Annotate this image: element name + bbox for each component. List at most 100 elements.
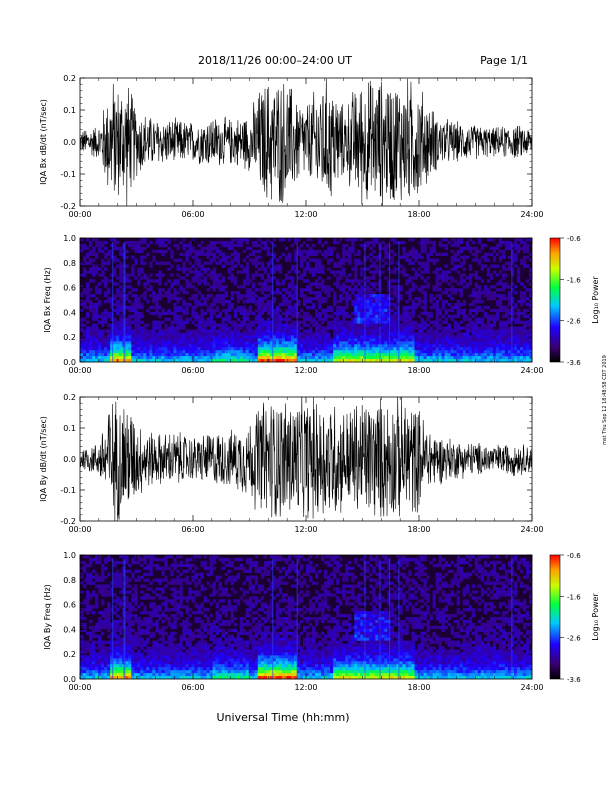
bx-spectrogram-cell xyxy=(456,238,460,242)
bx-spectrogram-cell xyxy=(525,347,530,351)
bx-spectrogram-cell xyxy=(86,353,90,357)
bx-spectrogram-cell xyxy=(381,302,385,307)
bx-spectrogram-cell xyxy=(399,317,403,321)
by-spectrogram-cell xyxy=(86,658,90,662)
bx-spectrogram-cell xyxy=(423,320,427,324)
bx-spectrogram-cell xyxy=(230,344,234,348)
by-spectrogram-cell xyxy=(86,646,90,650)
bx-spectrogram-cell xyxy=(339,261,343,265)
bx-spectrogram-cell xyxy=(312,305,316,310)
bx-spectrogram-cell xyxy=(432,297,436,301)
bx-spectrogram-cell xyxy=(278,323,283,327)
bx-spectrogram-cell xyxy=(471,323,476,327)
bx-spectrogram-cell xyxy=(263,335,268,339)
bx-spectrogram-cell xyxy=(315,249,319,254)
bx-spectrogram-cell xyxy=(480,335,485,339)
bx-spectrogram-cell xyxy=(528,338,533,342)
bx-spectrogram-cell xyxy=(381,341,385,345)
bx-spectrogram-cell xyxy=(146,347,150,351)
by-spectrogram-cell xyxy=(98,557,102,562)
bx-spectrogram-cell xyxy=(399,356,403,360)
bx-spectrogram-cell xyxy=(474,270,479,274)
bx-spectrogram-cell xyxy=(134,341,138,345)
bx-spectrogram-cell xyxy=(522,255,527,259)
bx-spectrogram-cell xyxy=(495,246,500,251)
bx-spectrogram-cell xyxy=(110,332,114,336)
bx-spectrogram-cell xyxy=(98,246,102,251)
bx-spectrogram-cell xyxy=(375,240,379,245)
bx-spectrogram-cell xyxy=(492,338,497,342)
bx-spectrogram-cell xyxy=(456,335,460,339)
bx-spectrogram-cell xyxy=(432,323,436,327)
bx-spectrogram-cell xyxy=(293,249,298,254)
bx-spectrogram-cell xyxy=(266,294,271,298)
bx-spectrogram-cell xyxy=(248,294,253,298)
bx-spectrogram-cell xyxy=(393,314,397,319)
bx-spectrogram-cell xyxy=(348,359,352,363)
bx-spectrogram-cell xyxy=(408,338,412,342)
bx-spectrogram-cell xyxy=(269,285,274,289)
bx-spectrogram-cell xyxy=(116,264,120,268)
bx-spectrogram-cell xyxy=(438,243,442,248)
bx-spectrogram-cell xyxy=(95,302,99,307)
bx-spectrogram-cell xyxy=(468,238,473,242)
bx-spectrogram-cell xyxy=(501,273,506,277)
by-spectrogram-cell xyxy=(101,664,105,668)
bx-spectrogram-cell xyxy=(459,350,463,354)
bx-spectrogram-cell xyxy=(227,320,231,324)
bx-spectrogram-cell xyxy=(188,350,192,354)
bx-spectrogram-cell xyxy=(254,258,259,262)
bx-spectrogram-cell xyxy=(251,341,256,345)
bx-spectrogram-cell xyxy=(474,305,479,310)
bx-spectrogram-cell xyxy=(149,294,153,298)
bx-spectrogram-cell xyxy=(348,323,352,327)
bx-spectrogram-cell xyxy=(450,297,454,301)
bx-spectrogram-cell xyxy=(158,359,162,363)
bx-spectrogram-cell xyxy=(215,294,219,298)
bx-spectrogram-cell xyxy=(342,288,346,292)
bx-spectrogram-cell xyxy=(414,273,418,277)
bx-spectrogram-cell xyxy=(170,341,174,345)
by-spectrogram-cell xyxy=(119,631,123,636)
by-spectrogram-cell xyxy=(98,611,102,615)
bx-spectrogram-cell xyxy=(107,344,111,348)
bx-spectrogram-cell xyxy=(411,285,415,289)
bx-spectrogram-cell xyxy=(513,332,518,336)
bx-spectrogram-cell xyxy=(357,347,361,351)
bx-spectrogram-cell xyxy=(342,305,346,310)
bx-spectrogram-cell xyxy=(339,326,343,330)
bx-spectrogram-cell xyxy=(278,302,283,307)
by-spectrogram-cell xyxy=(101,649,105,653)
bx-spectrogram-cell xyxy=(215,356,219,360)
by-spectrogram-cell xyxy=(101,673,105,677)
by-spectrogram-cell xyxy=(80,640,84,644)
bx-spectrogram-cell xyxy=(336,338,340,342)
bx-spectrogram-cell xyxy=(176,320,180,324)
by-spectrogram-cell xyxy=(98,634,102,638)
bx-spectrogram-cell xyxy=(116,294,120,298)
bx-spectrogram-cell xyxy=(471,302,476,307)
bx-spectrogram-cell xyxy=(504,261,509,265)
bx-spectrogram-cell xyxy=(429,249,433,254)
bx-spectrogram-cell xyxy=(318,285,322,289)
bx-spectrogram-cell xyxy=(212,288,216,292)
bx-spectrogram-cell xyxy=(101,350,105,354)
bx-spectrogram-cell xyxy=(134,308,138,313)
bx-spectrogram-cell xyxy=(272,353,277,357)
by-spectrogram-cell xyxy=(110,640,114,644)
bx-spectrogram-cell xyxy=(248,347,253,351)
bx-spectrogram-cell xyxy=(215,282,219,286)
bx-spectrogram-cell xyxy=(315,326,319,330)
bx-spectrogram-cell xyxy=(152,258,156,262)
bx-spectrogram-cell xyxy=(101,270,105,274)
bx-spectrogram-cell xyxy=(354,279,358,283)
by-spectrogram-cell xyxy=(80,676,84,680)
by-spectrogram-cell xyxy=(80,628,84,633)
bx-spectrogram-cell xyxy=(456,326,460,330)
bx-spectrogram-cell xyxy=(306,243,310,248)
bx-spectrogram-cell xyxy=(408,294,412,298)
bx-spectrogram-cell xyxy=(330,356,334,360)
bx-spectrogram-cell xyxy=(104,246,108,251)
bx-spectrogram-cell xyxy=(131,240,135,245)
by-spectrogram-cell xyxy=(92,590,96,594)
